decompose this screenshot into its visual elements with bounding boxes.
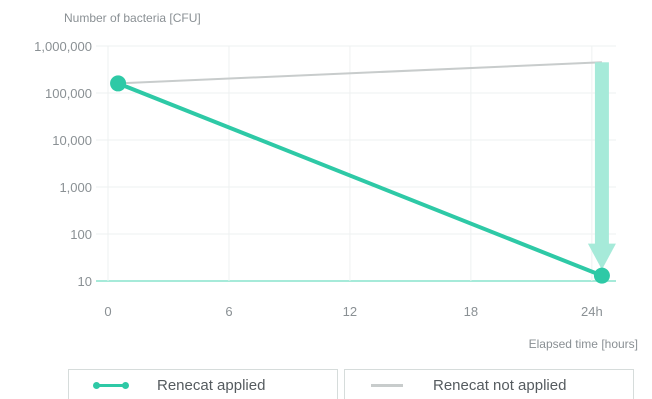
legend-label-applied: Renecat applied	[157, 376, 266, 394]
x-tick-label: 6	[225, 304, 232, 319]
data-point-applied	[110, 75, 127, 92]
y-tick-label: 10,000	[52, 133, 92, 148]
y-tick-label: 100	[70, 227, 92, 242]
not-applied-swatch-icon	[371, 378, 403, 392]
y-tick-label: 10	[78, 274, 92, 289]
arrow-head-icon	[587, 243, 616, 270]
data-point-applied	[593, 267, 610, 284]
legend-item-not-applied: Renecat not applied	[344, 369, 634, 399]
x-tick-label: 18	[464, 304, 478, 319]
x-tick-label: 12	[343, 304, 357, 319]
x-tick-label: 0	[104, 304, 111, 319]
applied-swatch-icon	[93, 378, 129, 392]
series-line-not-applied	[118, 61, 602, 85]
y-tick-label: 1,000	[59, 180, 92, 195]
legend-item-applied: Renecat applied	[68, 369, 338, 399]
series-line-applied	[116, 81, 604, 278]
bacteria-chart: Number of bacteria [CFU] 1,000,000 100,000…	[34, 11, 638, 351]
y-tick-label: 1,000,000	[34, 39, 92, 54]
y-axis-title: Number of bacteria [CFU]	[64, 11, 201, 25]
legend-label-not-applied: Renecat not applied	[433, 376, 567, 394]
x-axis-title: Elapsed time [hours]	[529, 337, 638, 351]
arrow-shaft	[594, 62, 609, 246]
x-tick-label: 24h	[581, 304, 603, 319]
y-tick-label: 100,000	[45, 86, 92, 101]
